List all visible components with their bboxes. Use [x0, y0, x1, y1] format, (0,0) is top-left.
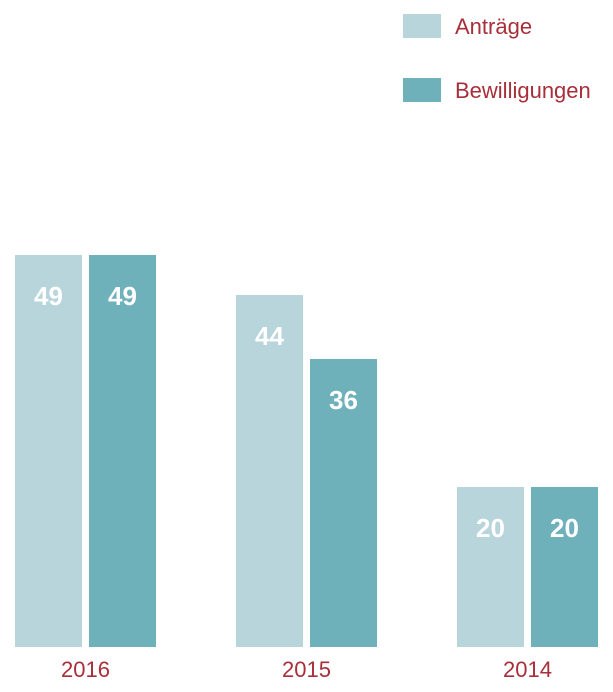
bar [236, 295, 303, 647]
bar [89, 255, 156, 647]
x-tick-label: 2015 [282, 657, 331, 682]
bar [310, 359, 377, 647]
data-label: 44 [255, 321, 284, 351]
data-label: 49 [34, 281, 63, 311]
data-label: 20 [476, 513, 505, 543]
x-tick-label: 2014 [503, 657, 552, 682]
data-label: 36 [329, 385, 358, 415]
bar [457, 487, 524, 647]
legend-swatch [403, 78, 441, 102]
bar [531, 487, 598, 647]
x-tick-label: 2016 [61, 657, 110, 682]
data-label: 49 [108, 281, 137, 311]
legend-label: Anträge [455, 14, 532, 39]
legend-swatch [403, 14, 441, 38]
legend-label: Bewilligungen [455, 78, 591, 103]
data-label: 20 [550, 513, 579, 543]
bar [15, 255, 82, 647]
